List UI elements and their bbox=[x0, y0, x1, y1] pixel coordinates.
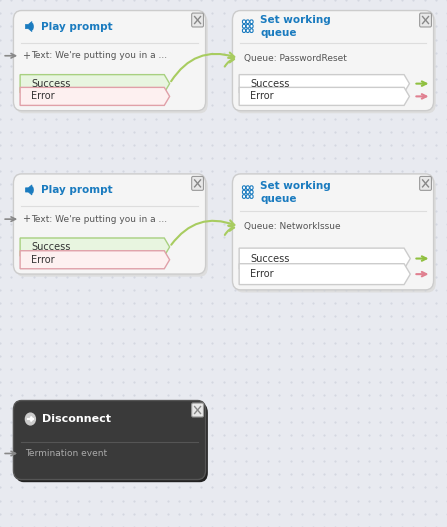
FancyBboxPatch shape bbox=[420, 177, 431, 190]
FancyBboxPatch shape bbox=[246, 190, 249, 194]
Text: +: + bbox=[22, 51, 30, 61]
FancyBboxPatch shape bbox=[242, 190, 245, 194]
FancyBboxPatch shape bbox=[246, 24, 249, 28]
FancyBboxPatch shape bbox=[242, 194, 245, 198]
FancyBboxPatch shape bbox=[250, 29, 253, 33]
Polygon shape bbox=[20, 75, 169, 93]
FancyBboxPatch shape bbox=[250, 190, 253, 194]
Polygon shape bbox=[239, 248, 410, 269]
Circle shape bbox=[25, 413, 35, 425]
Polygon shape bbox=[20, 251, 169, 269]
Text: Set working
queue: Set working queue bbox=[260, 15, 331, 38]
FancyBboxPatch shape bbox=[250, 24, 253, 28]
Polygon shape bbox=[20, 238, 169, 256]
FancyBboxPatch shape bbox=[16, 177, 208, 277]
FancyBboxPatch shape bbox=[232, 174, 434, 290]
Text: Error: Error bbox=[250, 91, 274, 101]
Polygon shape bbox=[25, 185, 32, 195]
Text: +: + bbox=[22, 214, 30, 224]
FancyBboxPatch shape bbox=[242, 20, 245, 24]
FancyBboxPatch shape bbox=[235, 177, 436, 292]
FancyBboxPatch shape bbox=[250, 186, 253, 190]
FancyBboxPatch shape bbox=[16, 403, 208, 482]
Text: Success: Success bbox=[31, 79, 71, 89]
Text: Queue: NetworkIssue: Queue: NetworkIssue bbox=[244, 222, 340, 231]
Polygon shape bbox=[239, 264, 410, 285]
FancyBboxPatch shape bbox=[246, 194, 249, 198]
Text: Termination event: Termination event bbox=[25, 449, 107, 458]
FancyBboxPatch shape bbox=[232, 11, 434, 111]
FancyBboxPatch shape bbox=[246, 20, 249, 24]
Text: Set working
queue: Set working queue bbox=[260, 181, 331, 203]
Text: Text: We're putting you in a ...: Text: We're putting you in a ... bbox=[31, 214, 168, 223]
Text: Play prompt: Play prompt bbox=[41, 185, 113, 195]
Text: Success: Success bbox=[250, 253, 290, 264]
Text: Disconnect: Disconnect bbox=[42, 414, 111, 424]
FancyBboxPatch shape bbox=[192, 177, 203, 190]
Text: Error: Error bbox=[31, 91, 55, 101]
Text: Error: Error bbox=[31, 255, 55, 265]
FancyBboxPatch shape bbox=[420, 13, 431, 27]
FancyBboxPatch shape bbox=[250, 194, 253, 198]
FancyBboxPatch shape bbox=[250, 20, 253, 24]
Polygon shape bbox=[20, 87, 169, 105]
FancyBboxPatch shape bbox=[13, 174, 206, 274]
FancyBboxPatch shape bbox=[242, 186, 245, 190]
FancyBboxPatch shape bbox=[235, 13, 436, 113]
Text: Success: Success bbox=[250, 79, 290, 89]
Text: Queue: PasswordReset: Queue: PasswordReset bbox=[244, 54, 346, 63]
FancyBboxPatch shape bbox=[242, 24, 245, 28]
Text: Success: Success bbox=[31, 242, 71, 252]
FancyBboxPatch shape bbox=[246, 29, 249, 33]
FancyBboxPatch shape bbox=[246, 186, 249, 190]
FancyBboxPatch shape bbox=[13, 401, 206, 480]
Text: Text: We're putting you in a ...: Text: We're putting you in a ... bbox=[31, 51, 168, 60]
Polygon shape bbox=[239, 75, 409, 93]
FancyBboxPatch shape bbox=[16, 13, 208, 113]
Polygon shape bbox=[239, 87, 409, 105]
Polygon shape bbox=[25, 22, 32, 32]
FancyBboxPatch shape bbox=[192, 13, 203, 27]
FancyBboxPatch shape bbox=[192, 403, 203, 417]
Text: Play prompt: Play prompt bbox=[41, 22, 113, 32]
FancyBboxPatch shape bbox=[13, 11, 206, 111]
FancyBboxPatch shape bbox=[242, 29, 245, 33]
Text: Error: Error bbox=[250, 269, 274, 279]
